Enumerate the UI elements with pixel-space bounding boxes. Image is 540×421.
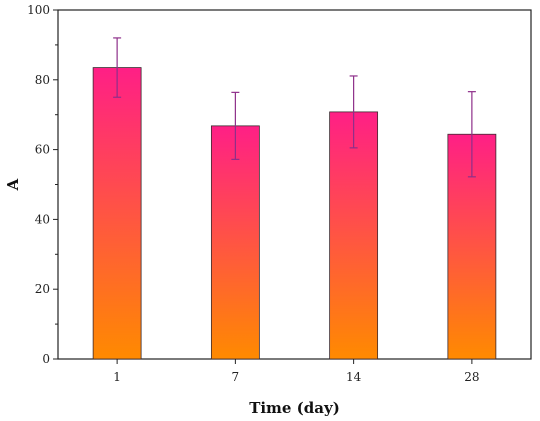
y-tick-label-0: 0 — [42, 352, 50, 366]
y-axis-title: A — [4, 178, 22, 191]
y-tick-label-100: 100 — [27, 3, 50, 17]
x-tick-label-1: 1 — [113, 370, 121, 384]
y-tick-label-20: 20 — [35, 282, 50, 296]
y-tick-label-60: 60 — [35, 143, 50, 157]
x-tick-label-14: 14 — [346, 370, 362, 384]
axes: 1 7 14 28 0 20 40 60 80 100 — [27, 3, 479, 384]
x-tick-label-7: 7 — [232, 370, 240, 384]
y-tick-label-80: 80 — [35, 73, 50, 87]
bar-14 — [329, 111, 379, 360]
bar-1 — [92, 67, 142, 360]
error-bars — [113, 37, 476, 178]
y-tick-label-40: 40 — [35, 212, 50, 226]
bar-7 — [210, 125, 260, 360]
bars — [92, 67, 497, 360]
x-axis-title: Time (day) — [249, 399, 340, 417]
x-tick-label-28: 28 — [464, 370, 479, 384]
